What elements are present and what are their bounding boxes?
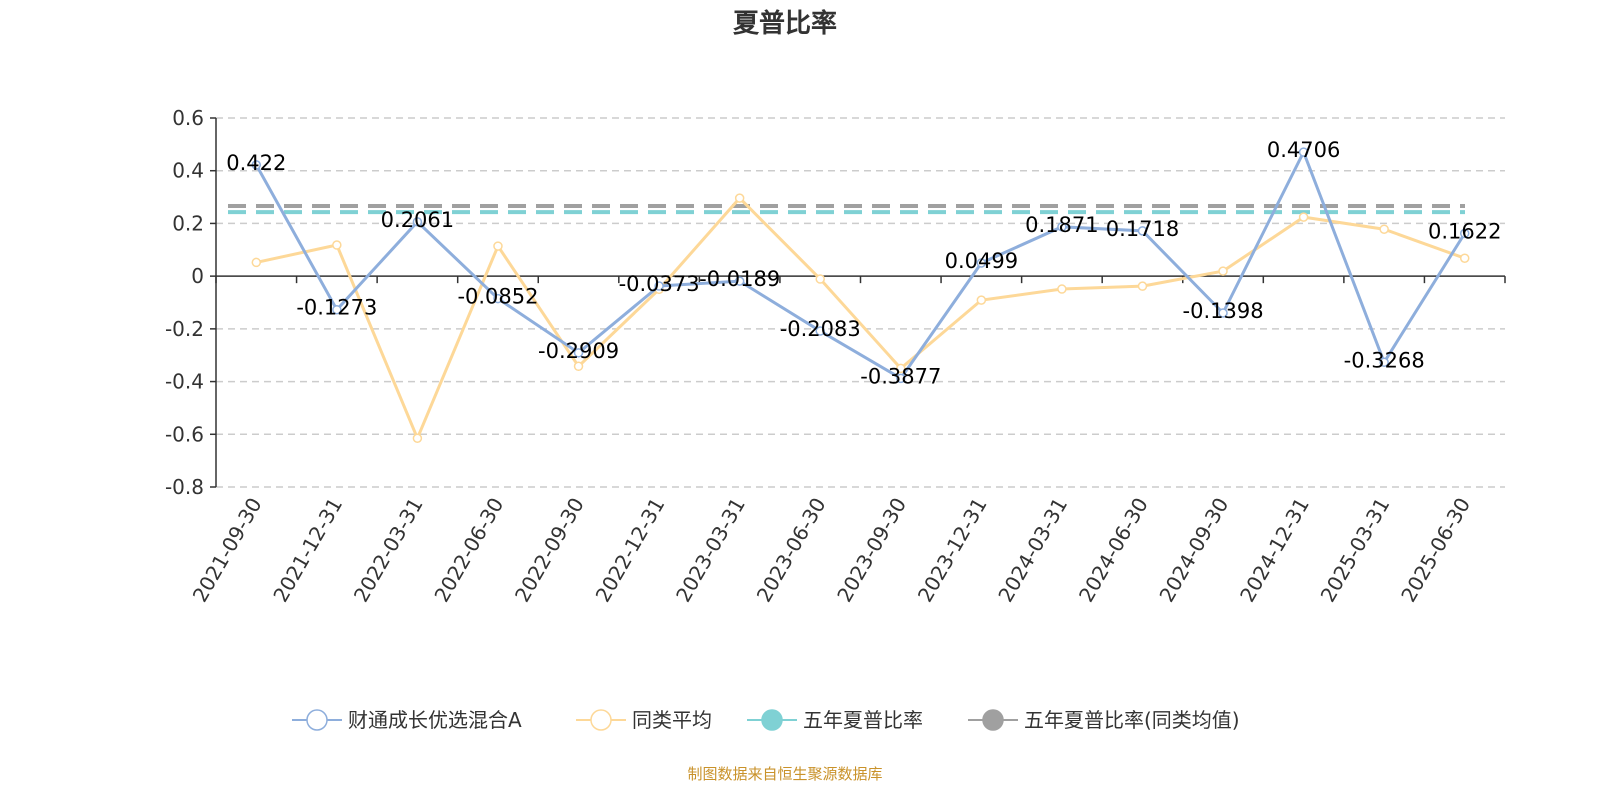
data-point: [493, 293, 503, 304]
y-tick-label: 0.2: [172, 211, 204, 235]
data-point: [734, 276, 745, 286]
legend-item: 同类平均: [576, 708, 712, 732]
legend-marker-icon: [761, 709, 783, 731]
data-point: [1459, 253, 1470, 263]
y-tick-label: 0.4: [172, 159, 204, 183]
legend-item: 财通成长优选混合A: [292, 708, 522, 732]
x-tick-label: 2023-09-30: [832, 494, 911, 607]
data-label: -0.3268: [1344, 348, 1425, 372]
legend-marker-icon: [982, 709, 1004, 731]
data-point: [815, 274, 825, 284]
data-label: -0.0852: [457, 285, 538, 309]
x-tick-label: 2023-03-31: [671, 494, 750, 607]
x-tick-label: 2024-03-31: [993, 494, 1072, 607]
data-label: -0.0189: [699, 267, 780, 291]
x-tick-label: 2022-12-31: [591, 494, 670, 607]
data-point: [332, 304, 342, 315]
data-point: [412, 433, 423, 443]
data-label: 0.0499: [945, 249, 1018, 273]
legend-label: 五年夏普比率: [803, 708, 923, 732]
data-point: [412, 217, 423, 227]
data-label: 0.2061: [381, 208, 454, 232]
data-point: [896, 373, 906, 384]
legend-label: 财通成长优选混合A: [348, 708, 522, 732]
y-tick-label: -0.6: [165, 422, 204, 446]
data-point: [573, 348, 584, 358]
data-point: [251, 257, 262, 268]
legend-marker-icon: [590, 709, 612, 731]
x-tick-label: 2024-12-31: [1235, 494, 1314, 607]
data-point: [976, 258, 987, 268]
data-point: [332, 240, 342, 250]
data-point: [896, 363, 906, 374]
data-point: [1298, 212, 1309, 222]
data-point: [251, 160, 262, 170]
data-point: [976, 295, 987, 305]
data-label: 0.1871: [1025, 213, 1098, 237]
x-tick-label: 2024-09-30: [1154, 494, 1233, 607]
x-tick-label: 2022-03-31: [349, 494, 428, 607]
data-label: -0.3877: [860, 364, 941, 388]
x-tick-label: 2024-06-30: [1074, 494, 1153, 607]
data-point: [1379, 357, 1389, 368]
x-tick-label: 2025-03-31: [1316, 494, 1395, 607]
x-tick-label: 2023-06-30: [752, 494, 831, 607]
x-tick-label: 2022-09-30: [510, 494, 589, 607]
x-tick-label: 2025-06-30: [1396, 494, 1475, 607]
x-tick-label: 2021-12-31: [268, 494, 347, 607]
legend: 财通成长优选混合A 同类平均 五年夏普比率 五年夏普比率(同类均值): [292, 708, 1240, 732]
legend-label: 五年夏普比率(同类均值): [1024, 708, 1240, 732]
x-tick-label: 2023-12-31: [913, 494, 992, 607]
data-label: -0.0373: [619, 272, 700, 296]
data-point: [1057, 284, 1067, 294]
legend-item: 五年夏普比率(同类均值): [968, 708, 1240, 732]
y-tick-label: -0.2: [165, 317, 204, 341]
data-point: [493, 241, 503, 251]
chart-title: 夏普比率: [733, 8, 837, 39]
series-line: [254, 148, 1466, 381]
data-point: [1057, 222, 1067, 232]
x-tick-label: 2022-06-30: [429, 494, 508, 607]
legend-item: 五年夏普比率: [747, 708, 923, 732]
data-source-note: 制图数据来自恒生聚源数据库: [687, 765, 882, 783]
data-label: 0.422: [226, 151, 286, 175]
data-label: -0.2909: [538, 339, 619, 363]
data-label: -0.1273: [296, 296, 377, 320]
data-point: [1137, 226, 1148, 236]
series-line: [255, 195, 1466, 443]
data-point: [1218, 266, 1228, 276]
legend-marker-icon: [306, 709, 328, 731]
y-tick-label: 0.6: [172, 106, 204, 130]
data-point: [1459, 228, 1470, 239]
data-point: [1218, 308, 1228, 318]
data-point: [1379, 224, 1389, 234]
data-point: [654, 281, 664, 291]
y-tick-label: -0.4: [165, 370, 204, 394]
x-tick-label: 2021-09-30: [188, 494, 267, 607]
data-point: [734, 193, 745, 203]
data-point: [1298, 147, 1309, 157]
y-tick-label: 0: [191, 264, 204, 288]
data-label: 0.1718: [1106, 217, 1179, 241]
data-label: -0.1398: [1183, 299, 1264, 323]
data-point: [1137, 281, 1148, 291]
y-tick-label: -0.8: [165, 475, 204, 499]
legend-label: 同类平均: [632, 708, 712, 732]
data-label: 0.1622: [1428, 219, 1501, 243]
data-point: [815, 326, 825, 336]
data-label: 0.4706: [1267, 138, 1340, 162]
data-point: [573, 361, 584, 372]
data-label: -0.2083: [780, 317, 861, 341]
